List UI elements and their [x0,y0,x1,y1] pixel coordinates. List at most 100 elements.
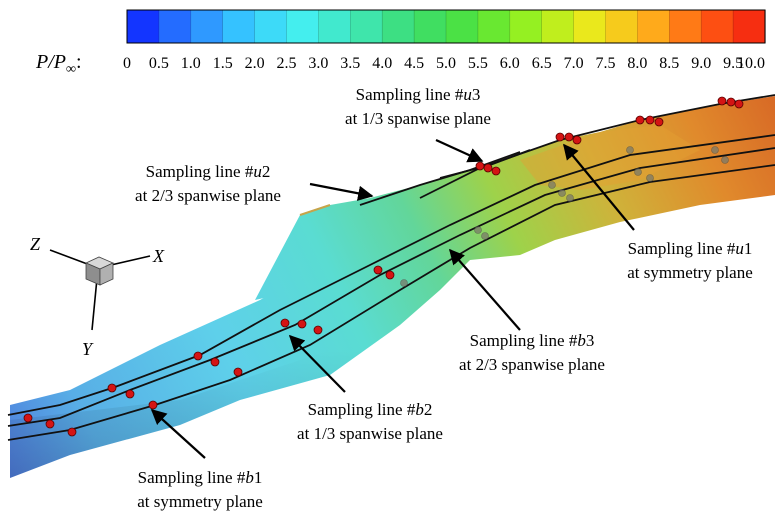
marker-point-hidden [481,232,489,240]
marker-point [193,351,203,361]
marker-point [280,318,290,328]
annotation-b3-line1: Sampling line #b3 [470,331,595,350]
marker-point [373,265,383,275]
annotation-u1-line2: at symmetry plane [627,263,753,282]
colorbar-cell [573,9,607,44]
arrow-u2 [309,182,374,201]
annotation-b3-line2: at 2/3 spanwise plane [459,355,605,374]
colorbar-cell [190,9,224,44]
colorbar-cell [349,9,383,44]
colorbar-tick-label: 9.0 [691,55,711,72]
colorbar-cell [700,9,734,44]
marker-point [555,132,565,142]
sampling-line-b3 [7,134,775,416]
colorbar-cell [605,9,639,44]
annotation-u3-line1: Sampling line #u3 [356,85,481,104]
colorbar-tick-label: 4.5 [404,55,424,72]
colorbar-tick-label: 4.0 [372,55,392,72]
marker-point [734,99,744,109]
marker-point [635,115,645,125]
arrow-b1 [150,408,206,459]
colorbar-cell [668,9,702,44]
sampling-markers-hidden [400,146,729,287]
marker-point [654,117,664,127]
colorbar-cell [637,9,671,44]
colorbar-cell [509,9,543,44]
colorbar-tick-label: 2.0 [245,55,265,72]
triad-z-label: Z [30,234,41,254]
annotation-b2-line2: at 1/3 spanwise plane [297,424,443,443]
annotation-u2-line2: at 2/3 spanwise plane [135,186,281,205]
arrow-u3 [435,138,484,163]
marker-point [564,132,574,142]
marker-point [45,419,55,429]
marker-point [717,96,727,106]
colorbar-tick-label: 6.0 [500,55,520,72]
annotation-b1-line1: Sampling line #b1 [138,468,263,487]
marker-point [125,389,135,399]
surface-edge-upper [299,204,331,216]
colorbar-tick-label: 3.0 [308,55,328,72]
colorbar-tick-label: 8.0 [627,55,647,72]
annotation-b1-line2: at symmetry plane [137,492,263,511]
colorbar-cell [477,9,511,44]
marker-point [491,166,501,176]
colorbar-frame [126,9,766,44]
colorbar-tick-label: 10.0 [737,55,765,72]
marker-point-hidden [626,146,634,154]
annotation-u2-line1: Sampling line #u2 [146,162,271,181]
colorbar-tick-label: 7.0 [564,55,584,72]
marker-point-hidden [474,226,482,234]
colorbar-tick-label: 7.5 [596,55,616,72]
sampling-markers [23,96,744,437]
marker-point [385,270,395,280]
annotation-labels: Sampling line #u3 at 1/3 spanwise plane … [135,85,753,511]
arrow-u1 [563,143,635,231]
colorbar-cell [158,9,192,44]
colorbar-tick-label: 3.5 [340,55,360,72]
colorbar-tick-label: 0 [123,55,131,72]
colorbar-tick-label: 0.5 [149,55,169,72]
annotation-u1-line1: Sampling line #u1 [628,239,753,258]
marker-point [645,115,655,125]
marker-point-hidden [634,168,642,176]
surface-hot-patch [520,125,700,190]
annotation-b2-line1: Sampling line #b2 [308,400,433,419]
annotation-u3-line2: at 1/3 spanwise plane [345,109,491,128]
axes-triad: Z X Y [30,234,165,359]
marker-point [23,413,33,423]
colorbar-cell [732,9,766,44]
sampling-line-b1 [7,164,775,441]
marker-point [572,135,582,145]
marker-point [210,357,220,367]
colorbar-cell [445,9,479,44]
marker-point [107,383,117,393]
colorbar-cell [222,9,256,44]
triad-x-label: X [152,246,165,266]
colorbar-cell [126,9,160,44]
colorbar-tick-label: 8.5 [659,55,679,72]
colorbar-cell [381,9,415,44]
sampling-line-b2 [7,147,775,427]
colorbar-cell [318,9,352,44]
marker-point [313,325,323,335]
marker-point-hidden [721,156,729,164]
surface-upper-wall [255,96,775,300]
colorbar-cell [286,9,320,44]
colorbar-tick-label: 2.5 [277,55,297,72]
colorbar-cell [254,9,288,44]
marker-point-hidden [548,181,556,189]
colorbar-cell [541,9,575,44]
colorbar-cells [126,9,766,44]
marker-point-hidden [566,194,574,202]
colorbar: P/P∞: 0 0.5 1.0 1.5 2.0 2.5 3.0 3.5 4.0 4.5 5.0 5.5… [35,9,766,77]
leader-arrows [150,138,635,459]
colorbar-tick-label: 6.5 [532,55,552,72]
marker-point-hidden [711,146,719,154]
triad-y-label: Y [82,339,94,359]
arrow-b3 [448,248,521,331]
colorbar-label: P/P∞: [35,51,82,77]
marker-point [67,427,77,437]
colorbar-tick-label: 5.0 [436,55,456,72]
